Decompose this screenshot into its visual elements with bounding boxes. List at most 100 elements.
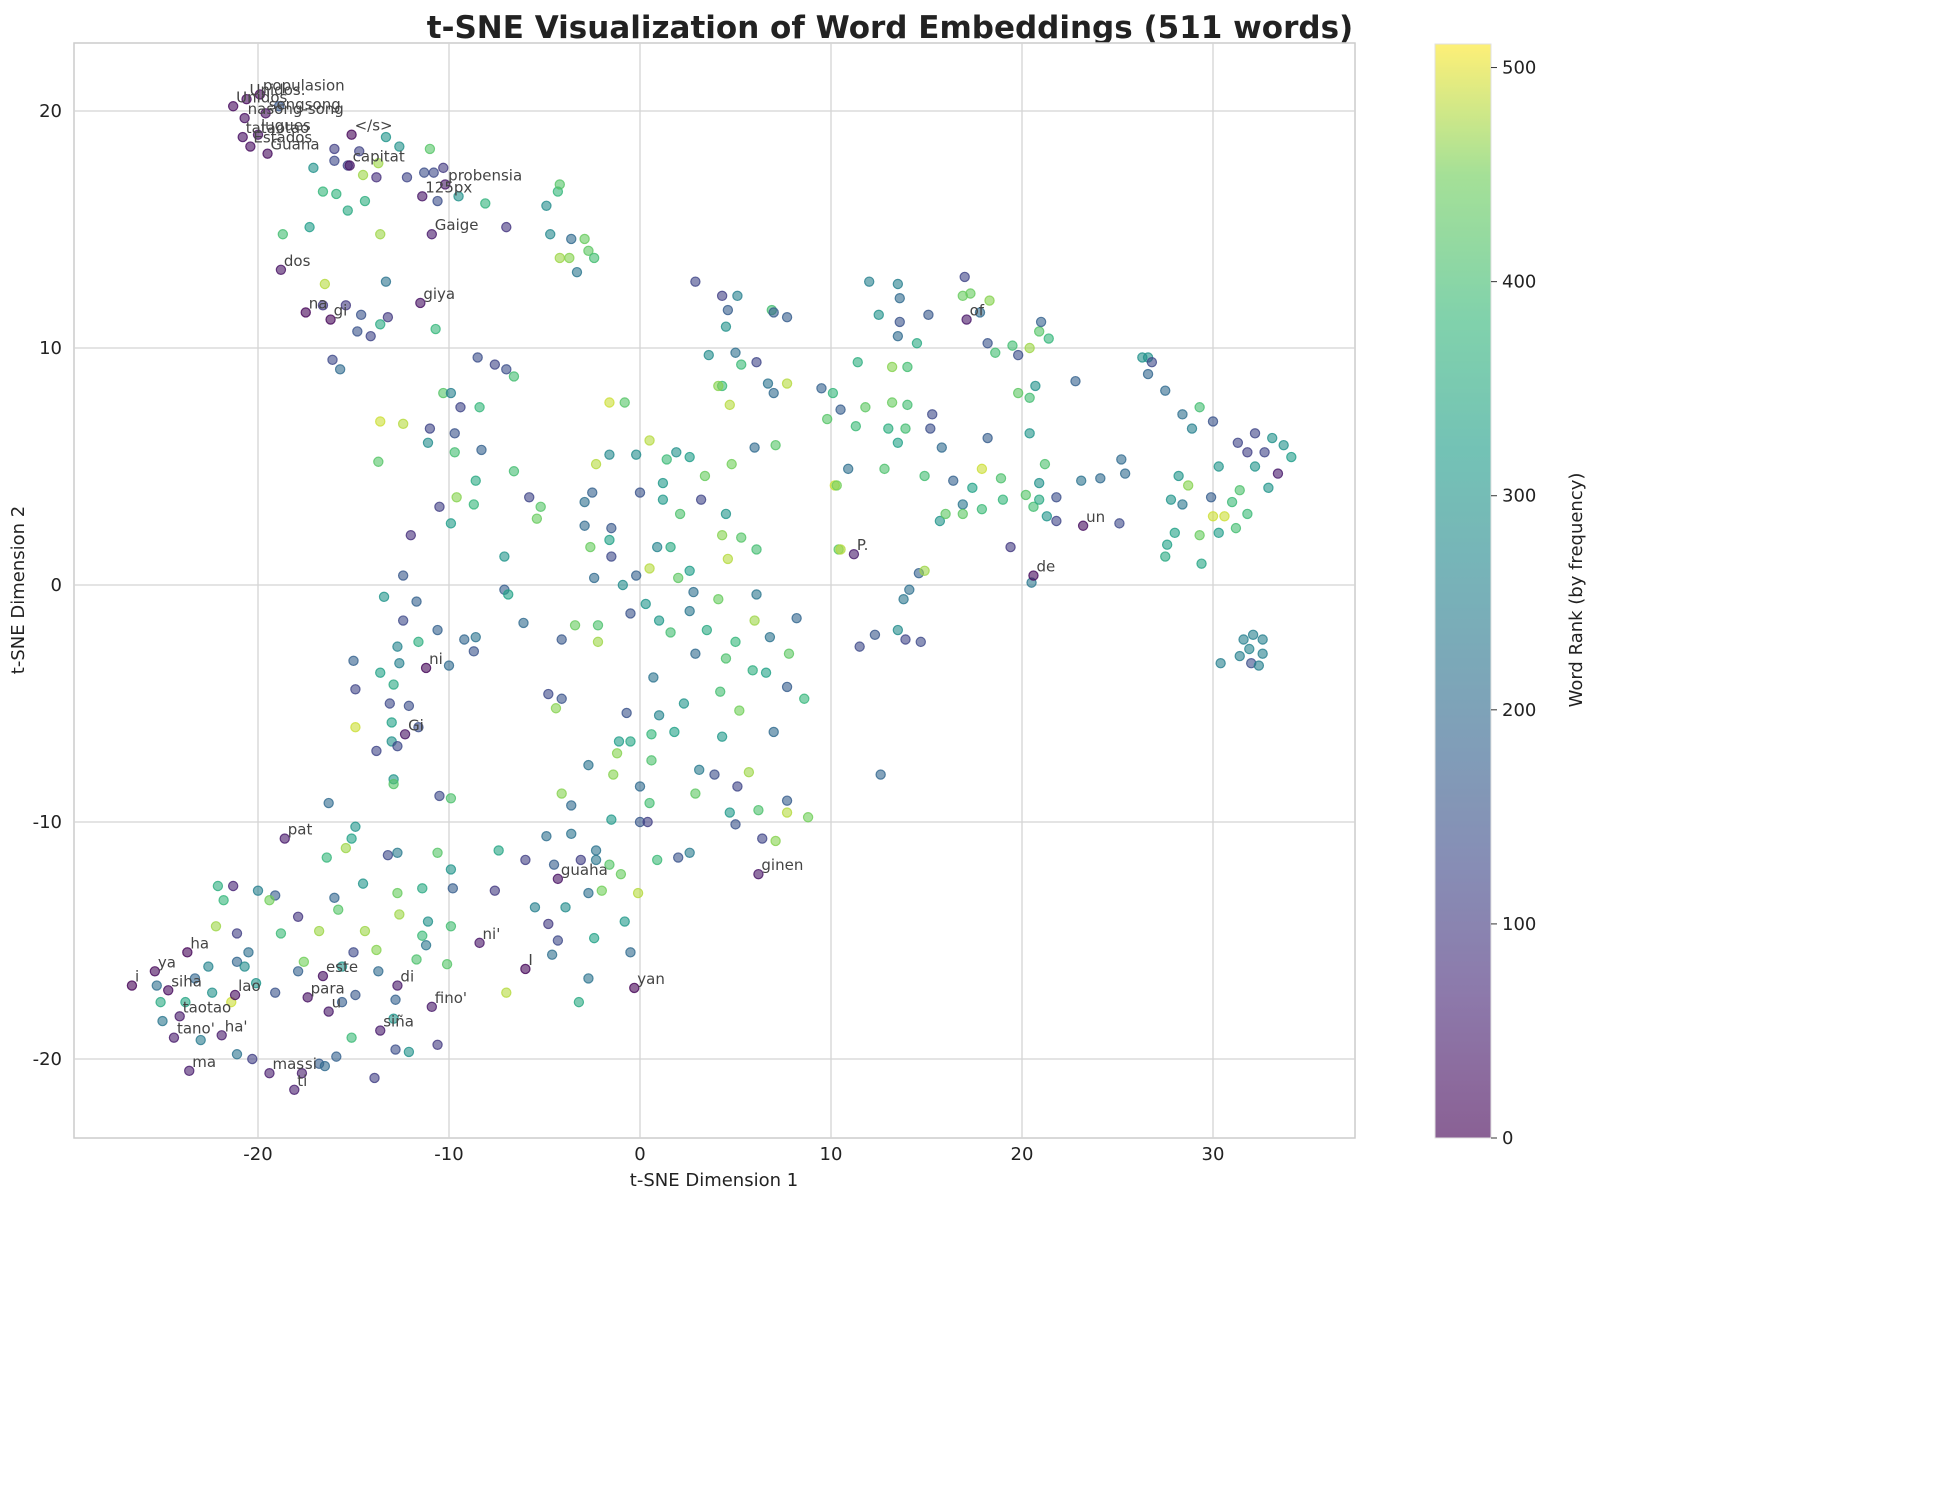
data-point [1165, 494, 1177, 505]
data-point [180, 996, 191, 1008]
data-point [405, 530, 416, 541]
y-axis-ticks: -20 -10 0 10 20 [33, 101, 62, 1070]
data-point [520, 854, 531, 866]
point-label: dos [284, 252, 311, 270]
data-point [642, 816, 653, 828]
data-point [325, 314, 336, 325]
data-point [373, 966, 384, 977]
data-point [583, 973, 594, 984]
data-point [556, 788, 567, 799]
data-point [919, 470, 930, 482]
x-axis-label: t-SNE Dimension 1 [630, 1170, 798, 1191]
point-label: tataotao [246, 119, 310, 137]
data-point [902, 361, 913, 373]
data-point [579, 496, 590, 508]
data-point [350, 722, 361, 733]
data-point [831, 480, 842, 491]
data-point [264, 895, 275, 906]
data-point [608, 769, 619, 780]
point-label: probensia [448, 166, 522, 184]
data-point [713, 380, 724, 392]
data-point [357, 878, 369, 889]
data-point [726, 458, 737, 470]
x-tick-label: 20 [1011, 1144, 1034, 1165]
data-point [898, 594, 909, 605]
data-point [690, 648, 701, 659]
data-point [149, 966, 161, 977]
data-point [864, 276, 875, 287]
data-point [1012, 387, 1024, 399]
data-point [401, 172, 413, 183]
data-point [432, 624, 443, 636]
point-label: Gaige [435, 216, 479, 234]
data-point [1242, 508, 1253, 520]
data-point [923, 309, 934, 321]
data-point [588, 932, 600, 944]
data-point [468, 646, 480, 657]
data-point [783, 648, 795, 659]
data-point [606, 522, 617, 534]
data-point [715, 686, 726, 697]
data-point [827, 387, 839, 399]
data-point [613, 736, 625, 747]
data-point [443, 660, 455, 671]
data-point [275, 264, 287, 275]
data-point [319, 1060, 331, 1072]
data-point [269, 987, 281, 998]
data-point [424, 423, 436, 434]
data-point [604, 397, 615, 408]
data-point [762, 378, 774, 389]
data-point [900, 423, 911, 434]
data-point [1259, 447, 1270, 458]
data-point [1286, 451, 1297, 463]
data-point [722, 553, 734, 565]
data-point [1160, 551, 1171, 562]
data-point [355, 309, 367, 321]
data-point [227, 880, 239, 892]
data-point [493, 845, 504, 856]
data-point [902, 399, 913, 411]
colorbar-label: Word Rank (by frequency) [1566, 473, 1587, 708]
data-point [411, 596, 422, 607]
data-point [936, 442, 947, 453]
data-point [1043, 333, 1054, 344]
data-point [1207, 511, 1219, 522]
data-point [451, 492, 462, 503]
data-point [566, 828, 577, 840]
data-point [336, 961, 348, 972]
point-label: of [970, 302, 985, 320]
point-labels: populasionUnidos.Unidossengsongnasong-so… [135, 76, 1105, 1089]
data-point [489, 885, 501, 896]
data-point [1035, 316, 1047, 328]
data-point [948, 475, 959, 486]
data-point [390, 1044, 401, 1055]
data-point [556, 693, 567, 704]
data-point [1095, 473, 1106, 484]
data-point [501, 221, 512, 233]
data-point [799, 693, 810, 704]
data-point [684, 565, 695, 576]
data-point [848, 548, 860, 560]
data-point [736, 359, 747, 370]
data-point [346, 833, 357, 844]
point-label: ti [297, 1072, 307, 1090]
data-point [604, 534, 615, 546]
data-point [1249, 428, 1261, 439]
data-point [308, 162, 319, 174]
data-point [995, 473, 1007, 484]
data-point [644, 563, 655, 574]
data-point [229, 989, 241, 1001]
data-point [886, 397, 898, 408]
data-point [543, 688, 554, 700]
data-point [694, 764, 705, 776]
data-point [1230, 522, 1242, 534]
data-point [1219, 511, 1230, 522]
data-point [447, 883, 459, 894]
point-label: I [528, 951, 532, 969]
data-point [415, 297, 426, 309]
data-point [671, 447, 682, 458]
data-point [227, 101, 239, 112]
data-point [770, 439, 781, 451]
data-point [699, 470, 711, 482]
data-point [275, 928, 287, 939]
